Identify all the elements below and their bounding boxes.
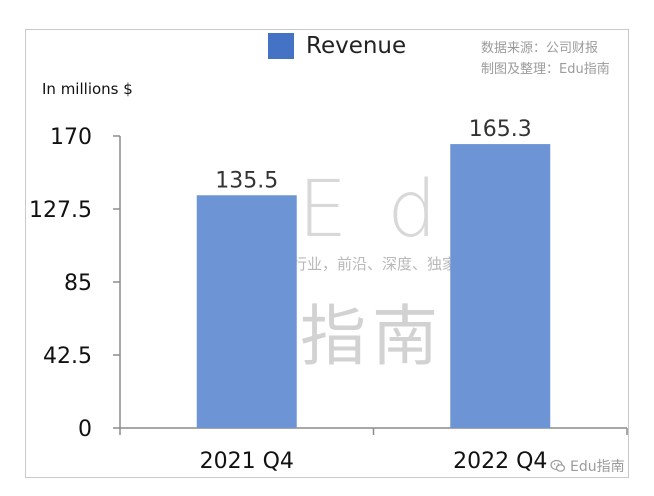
watermark-zh: 指南 <box>300 298 444 375</box>
y-tick-label: 85 <box>64 271 92 296</box>
credit-line: 制图及整理：Edu指南 <box>481 62 610 77</box>
x-tick-label: 2021 Q4 <box>200 449 294 474</box>
bar <box>196 195 297 428</box>
credit-text: Edu指南 <box>570 459 625 475</box>
y-tick-label: 42.5 <box>43 344 92 369</box>
legend-label: Revenue <box>306 33 407 59</box>
y-tick-label: 127.5 <box>29 198 92 223</box>
legend-swatch <box>268 33 294 59</box>
y-tick-label: 170 <box>50 125 92 150</box>
y-axis-unit-label: In millions $ <box>42 80 133 98</box>
bar-value-label: 165.3 <box>469 117 532 142</box>
x-tick-label: 2022 Q4 <box>453 449 547 474</box>
source-line: 数据来源：公司财报 <box>481 41 599 56</box>
wechat-icon <box>550 459 566 472</box>
source-note: 数据来源：公司财报 制图及整理：Edu指南 <box>481 38 610 80</box>
wechat-credit: Edu指南 <box>550 456 625 476</box>
y-tick-label: 0 <box>78 417 92 442</box>
bar-value-label: 135.5 <box>215 168 278 193</box>
watermark-subtitle: 教育行业，前沿、深度、独家 <box>262 255 458 273</box>
legend: Revenue <box>268 30 406 62</box>
bar <box>450 144 551 428</box>
